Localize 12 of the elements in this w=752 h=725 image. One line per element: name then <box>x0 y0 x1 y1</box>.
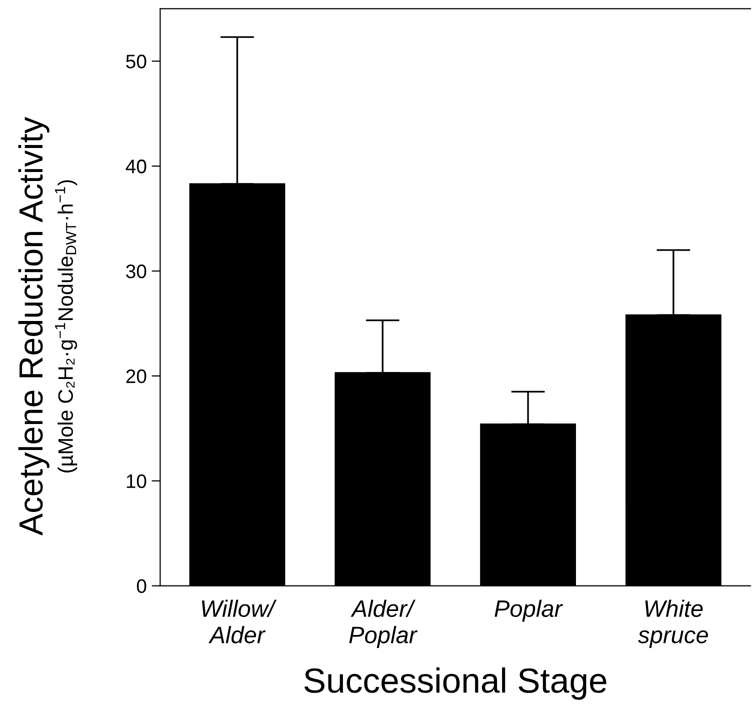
y-tick-label: 0 <box>136 579 146 594</box>
x-tick-label: Alder/ Poplar <box>349 600 418 648</box>
y-axis-title: Acetylene Reduction Activity (µMole C₂H₂·g$^{−1}$Nodule$_{DWT}$·h$^{−1}$) <box>18 116 78 536</box>
x-axis-title: Successional Stage <box>304 667 606 700</box>
y-tick-label: 40 <box>126 160 146 174</box>
x-tick-label: White spruce <box>638 600 708 648</box>
y-tick-label: 20 <box>126 369 146 384</box>
y-tick-label: 10 <box>126 474 146 488</box>
y-tick-label: 30 <box>126 264 146 278</box>
x-tick-label: Willow/ Alder <box>202 600 277 644</box>
x-tick-label: Poplar <box>494 600 563 622</box>
y-tick-label: 50 <box>126 54 146 68</box>
